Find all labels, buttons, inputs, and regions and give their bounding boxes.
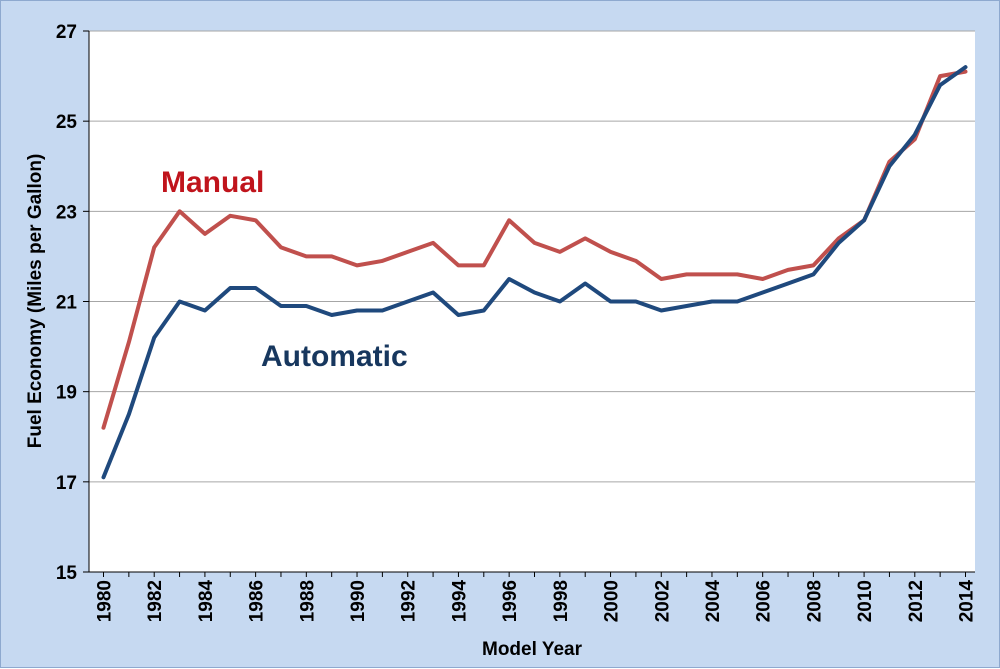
x-tick-label: 2000 (602, 580, 623, 622)
y-axis-title: Fuel Economy (Miles per Gallon) (25, 154, 46, 449)
x-tick-label: 2010 (855, 580, 876, 622)
x-tick-label: 2006 (754, 580, 775, 622)
x-tick-label: 1994 (449, 580, 470, 623)
x-tick-label: 2002 (652, 580, 673, 622)
y-tick-label: 17 (56, 473, 77, 494)
y-tick-label: 27 (56, 22, 77, 43)
x-tick-label: 2004 (703, 580, 724, 623)
series-line-automatic (101, 65, 968, 480)
x-tick-label: 1982 (145, 580, 166, 622)
x-axis-ticks: 1980 1982 1984 1986 1988 1990 1992 1994 1996 1998… (95, 572, 978, 622)
x-tick-label: 1988 (297, 580, 318, 622)
y-tick-label: 23 (56, 202, 77, 223)
x-tick-label: 2012 (906, 580, 927, 622)
x-tick-label: 1986 (247, 580, 268, 622)
series-label-manual: Manual (161, 166, 264, 199)
y-tick-label: 21 (56, 293, 78, 314)
x-tick-label: 2008 (804, 580, 825, 622)
series-label-automatic: Automatic (261, 340, 408, 373)
x-tick-label: 1980 (95, 580, 116, 622)
x-tick-label: 1996 (500, 580, 521, 622)
x-tick-label: 1984 (196, 580, 217, 623)
y-tick-label: 15 (56, 563, 78, 584)
x-tick-label: 1990 (348, 580, 369, 622)
series-lines (101, 65, 968, 480)
x-tick-label: 1992 (399, 580, 420, 622)
y-axis-ticks: 15 17 19 21 23 25 27 (56, 22, 89, 584)
x-tick-label: 1998 (551, 580, 572, 622)
series-line-manual (101, 69, 968, 430)
y-tick-label: 25 (56, 112, 78, 133)
y-tick-label: 19 (56, 383, 77, 404)
x-axis-title: Model Year (482, 639, 583, 660)
x-tick-label: 2014 (957, 580, 978, 623)
